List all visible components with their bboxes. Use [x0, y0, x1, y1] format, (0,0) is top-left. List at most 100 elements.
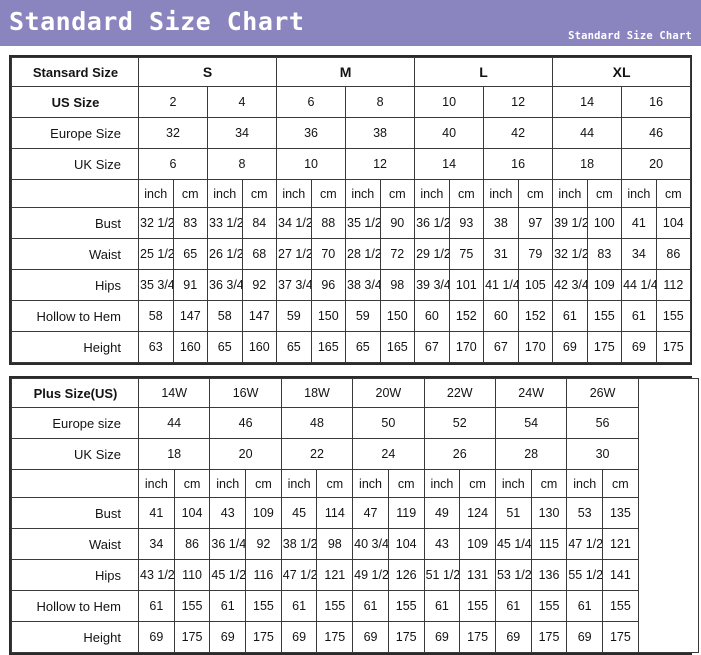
measurement-value: 51 1/2: [423, 559, 461, 591]
measurement-value: 126: [387, 559, 425, 591]
measurement-value: 69: [552, 331, 588, 363]
size-value: 36: [276, 117, 347, 149]
measurement-value: 109: [586, 269, 623, 301]
measurement-value: 152: [448, 300, 485, 332]
measurement-value: 37 3/4: [276, 269, 312, 301]
size-value: 12: [483, 86, 554, 118]
measurement-value: 152: [517, 300, 554, 332]
measurement-value: 61: [621, 300, 657, 332]
measurement-value: 40 3/4: [352, 528, 389, 560]
measurement-value: 67: [483, 331, 519, 363]
size-value: 56: [566, 407, 639, 439]
table-row: Waist 25 1/2 65 26 1/2 68 27 1/2 70 28 1/2 72 29 …: [11, 238, 692, 270]
measurement-value: 55 1/2: [566, 559, 604, 591]
measurement-value: 42 3/4: [552, 269, 588, 301]
unit-header-cm: cm: [387, 469, 425, 498]
measurement-value: 175: [586, 331, 623, 363]
table-row: Hollow to Hem 58 147 58 147 59 150 59 150 60 152 60…: [11, 300, 692, 332]
measurement-value: 59: [345, 300, 381, 332]
unit-header-cm: cm: [530, 469, 568, 498]
measurement-value: 155: [586, 300, 623, 332]
measurement-value: 104: [655, 207, 692, 239]
size-value: 38: [345, 117, 416, 149]
measurement-value: 53: [566, 497, 604, 529]
measurement-value: 61: [209, 590, 247, 622]
size-value: 18: [552, 148, 623, 180]
measurement-value: 45 1/2: [209, 559, 247, 591]
measurement-value: 155: [459, 590, 496, 622]
size-value: 16: [621, 86, 692, 118]
measurement-value: 97: [517, 207, 554, 239]
size-value: 44: [552, 117, 623, 149]
measurement-value: 100: [586, 207, 623, 239]
standard-size-table: Stansard Size S M L XL US Size 2 4 6 8 10 12 14 16 Eur…: [11, 57, 692, 363]
measurement-value: 41 1/4: [483, 269, 519, 301]
measurement-value: 175: [602, 621, 639, 653]
unit-header-inch: inch: [621, 179, 657, 208]
measurement-value: 83: [586, 238, 623, 270]
size-value: 10: [414, 86, 485, 118]
measurement-value: 32 1/2: [552, 238, 588, 270]
unit-header-inch: inch: [494, 469, 532, 498]
table-row: Europe Size 32 34 36 38 40 42 44 46: [11, 117, 692, 149]
size-group-header: L: [414, 57, 554, 87]
measurement-value: 44 1/4: [621, 269, 657, 301]
measurement-value: 41: [621, 207, 657, 239]
size-value: 6: [138, 148, 208, 180]
size-value: 42: [483, 117, 554, 149]
measurement-value: 61: [494, 590, 532, 622]
size-value: 22: [280, 438, 354, 470]
measurement-value: 92: [241, 269, 278, 301]
measurement-value: 41: [138, 497, 175, 529]
standard-size-table-container: Stansard Size S M L XL US Size 2 4 6 8 10 12 14 16 Eur…: [9, 55, 692, 365]
measurement-value: 25 1/2: [138, 238, 174, 270]
measurement-value: 38: [483, 207, 519, 239]
unit-row-corner: [11, 179, 139, 208]
measurement-value: 170: [448, 331, 485, 363]
unit-header-cm: cm: [448, 179, 485, 208]
size-value: 48: [280, 407, 354, 439]
measurement-value: 43: [209, 497, 247, 529]
plus-size-header: 24W: [494, 378, 568, 408]
measurement-value: 175: [173, 621, 211, 653]
measurement-value: 69: [566, 621, 604, 653]
table-row: US Size 2 4 6 8 10 12 14 16: [11, 86, 692, 118]
measurement-value: 26 1/2: [207, 238, 243, 270]
plus-corner-label: Plus Size(US): [11, 378, 139, 408]
unit-header-inch: inch: [138, 179, 174, 208]
size-value: 30: [566, 438, 639, 470]
measurement-value: 34: [138, 528, 175, 560]
unit-header-cm: cm: [459, 469, 496, 498]
unit-header-cm: cm: [655, 179, 692, 208]
measurement-value: 160: [172, 331, 208, 363]
measurement-value: 39 3/4: [414, 269, 450, 301]
size-value: 28: [494, 438, 568, 470]
table-row: inch cm inch cm inch cm inch cm inch cm inch cm inch…: [11, 469, 699, 498]
unit-header-inch: inch: [207, 179, 243, 208]
measurement-value: 136: [530, 559, 568, 591]
measurement-value: 70: [310, 238, 347, 270]
measurement-value: 135: [602, 497, 639, 529]
unit-header-inch: inch: [483, 179, 519, 208]
table-row: UK Size 18 20 22 24 26 28 30: [11, 438, 699, 470]
row-label: Europe size: [11, 407, 139, 439]
measurement-value: 170: [517, 331, 554, 363]
measurement-value: 59: [276, 300, 312, 332]
measurement-value: 69: [621, 331, 657, 363]
measurement-value: 84: [241, 207, 278, 239]
measurement-value: 61: [552, 300, 588, 332]
measurement-value: 36 1/2: [414, 207, 450, 239]
measurement-value: 104: [387, 528, 425, 560]
measurement-value: 91: [172, 269, 208, 301]
unit-header-cm: cm: [310, 179, 347, 208]
measurement-value: 69: [280, 621, 318, 653]
measurement-value: 155: [655, 300, 692, 332]
table-row: Hips 35 3/4 91 36 3/4 92 37 3/4 96 38 3/4 98 39 3…: [11, 269, 692, 301]
table-row: inch cm inch cm inch cm inch cm inch cm inch cm inch…: [11, 179, 692, 208]
unit-header-cm: cm: [316, 469, 354, 498]
measurement-value: 63: [138, 331, 174, 363]
size-value: 20: [621, 148, 692, 180]
unit-header-inch: inch: [276, 179, 312, 208]
plus-size-header: 22W: [423, 378, 496, 408]
measurement-value: 96: [310, 269, 347, 301]
